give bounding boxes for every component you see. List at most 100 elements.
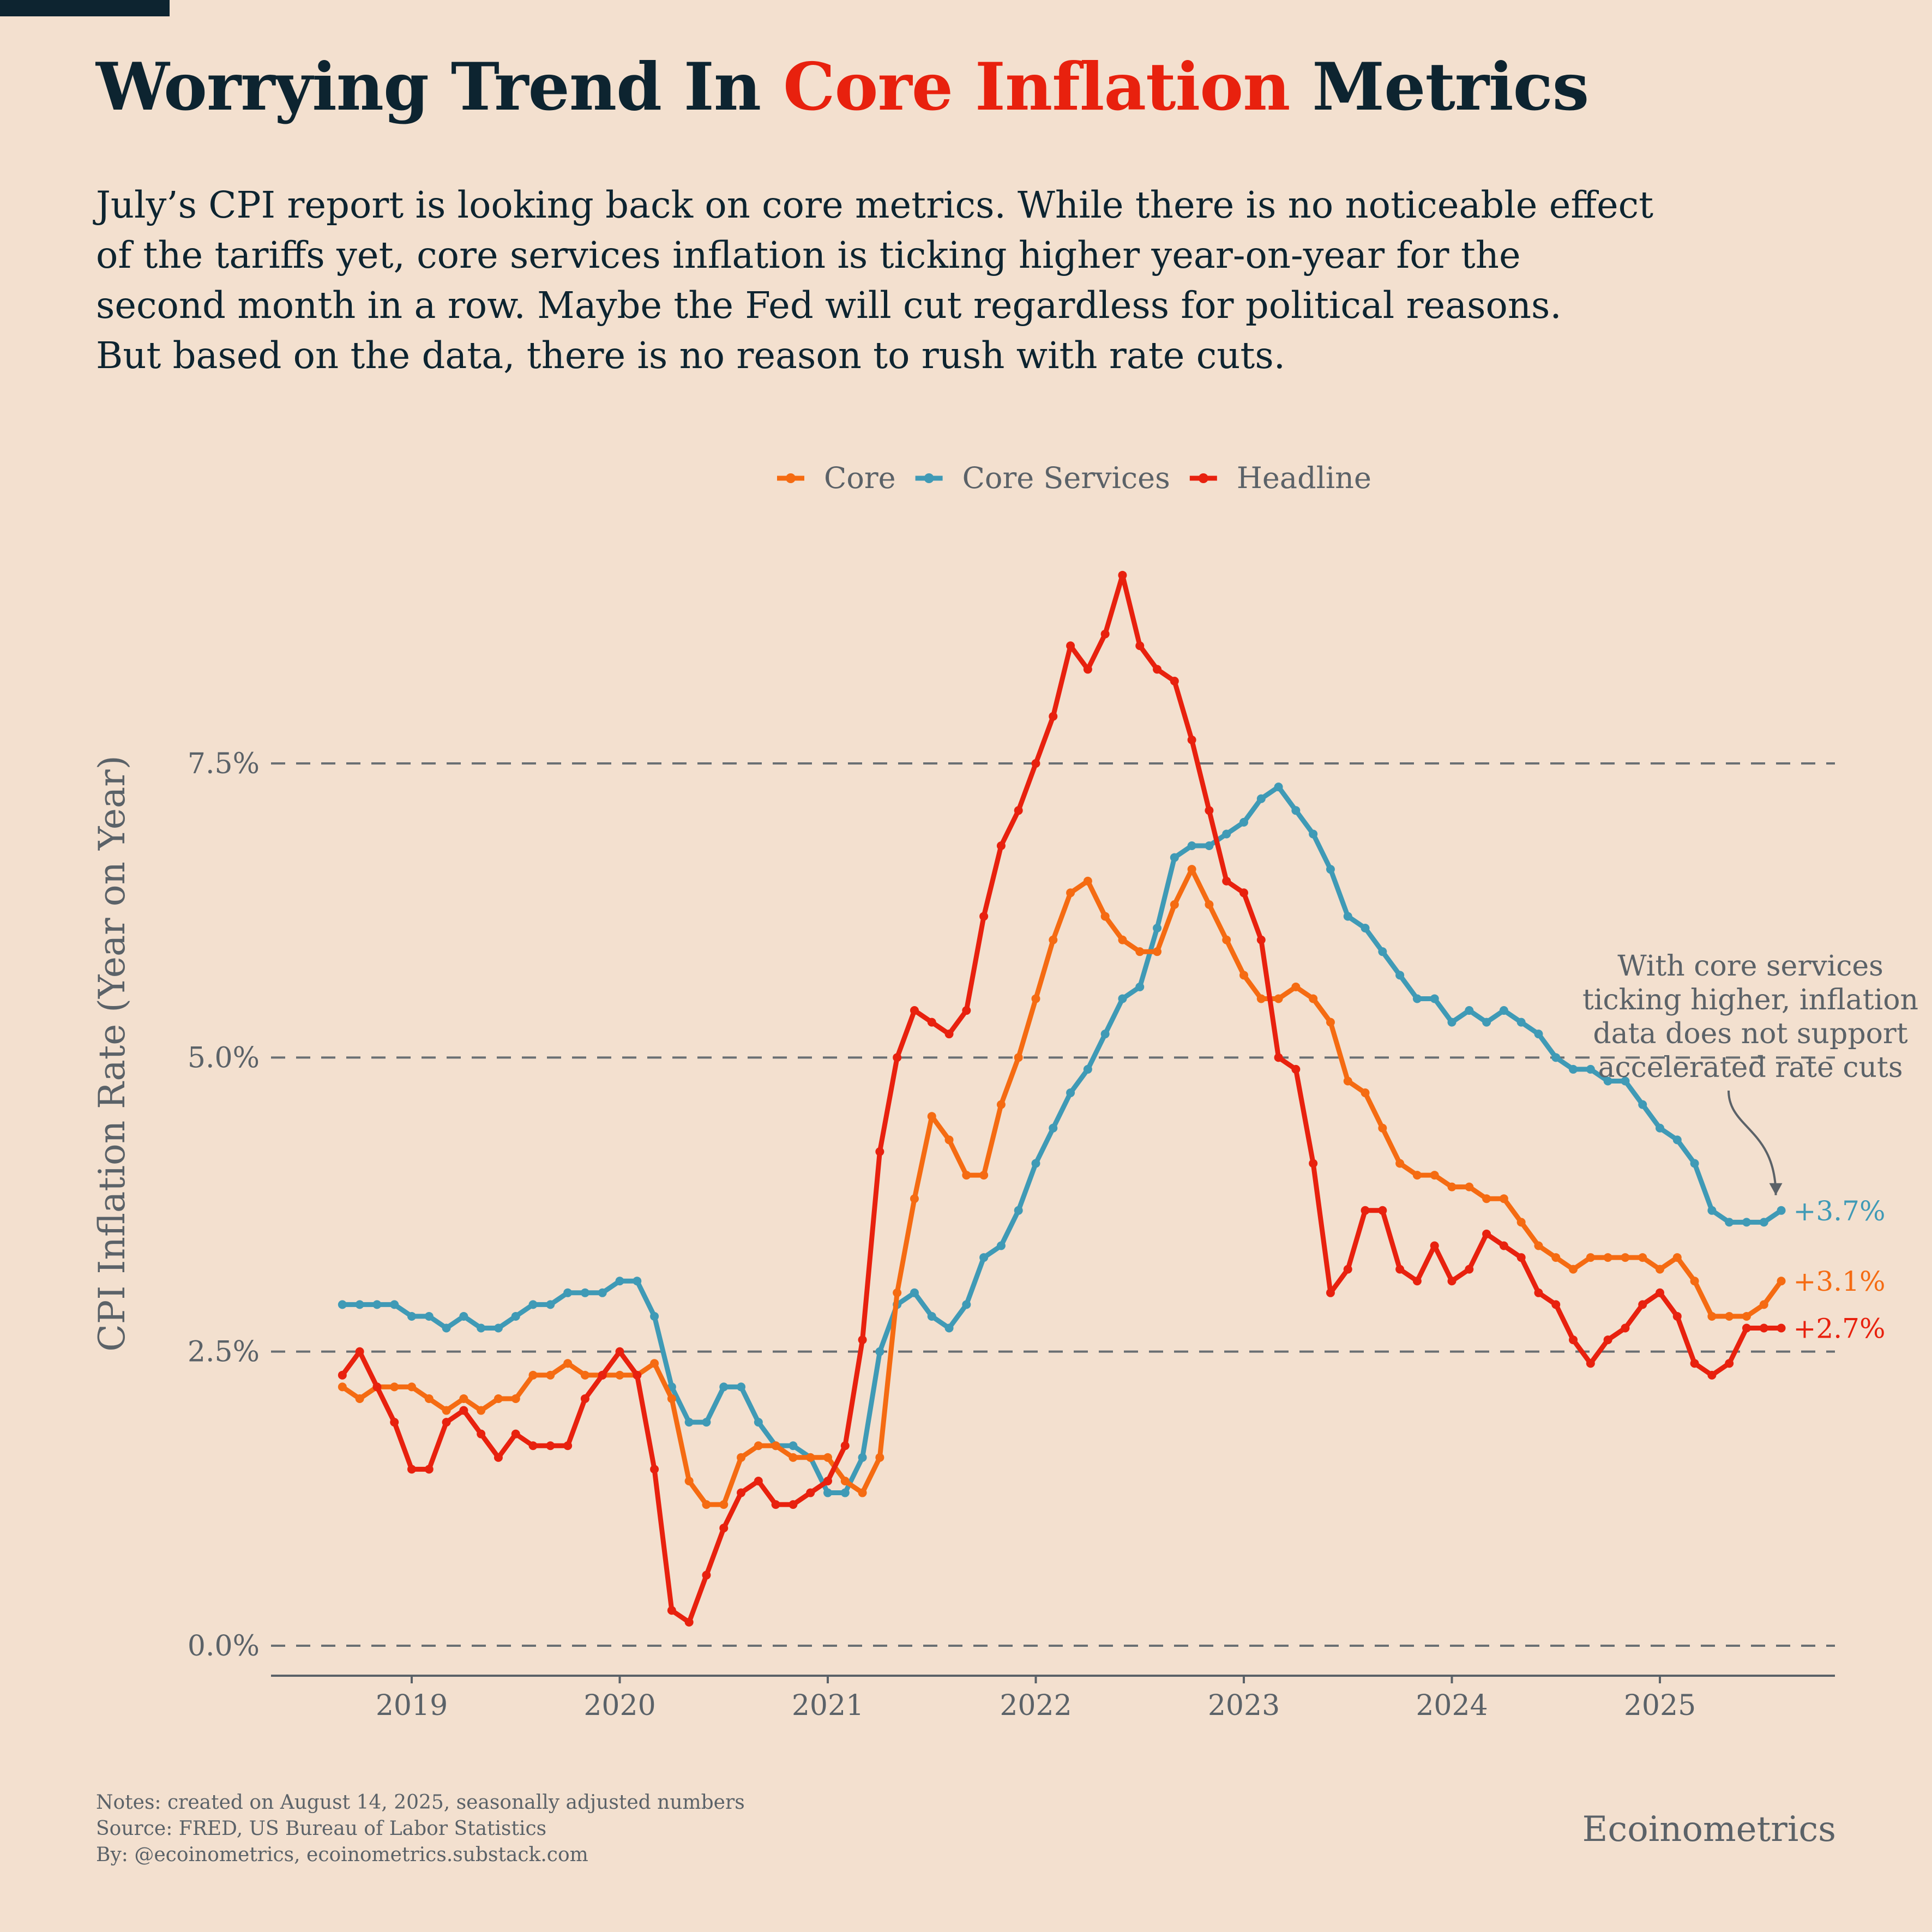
data-point: [546, 1300, 555, 1309]
data-point: [1465, 1265, 1474, 1274]
data-point: [789, 1441, 798, 1450]
data-point: [1569, 1064, 1578, 1074]
data-point: [1621, 1076, 1630, 1086]
page-title: Worrying Trend In Core Inflation Metrics: [96, 48, 1589, 127]
data-point: [1239, 888, 1248, 898]
data-point: [1153, 924, 1162, 933]
data-point: [1083, 665, 1092, 674]
data-point: [684, 1418, 694, 1427]
data-point: [1742, 1311, 1751, 1321]
data-point: [1291, 1064, 1301, 1074]
data-point: [771, 1500, 780, 1509]
subtitle-line: But based on the data, there is no reaso…: [96, 334, 1286, 377]
data-point: [1256, 994, 1266, 1003]
data-point: [407, 1382, 416, 1392]
data-point: [1083, 1064, 1092, 1074]
data-point: [1326, 1288, 1335, 1297]
data-point: [1014, 1053, 1023, 1062]
data-point: [1447, 1182, 1456, 1191]
data-point: [667, 1394, 676, 1403]
data-point: [563, 1359, 573, 1368]
title-part-2: Metrics: [1290, 49, 1589, 125]
data-point: [893, 1053, 902, 1062]
data-point: [493, 1394, 503, 1403]
data-point: [719, 1500, 729, 1509]
data-point: [1205, 806, 1214, 815]
data-point: [424, 1465, 434, 1474]
data-point: [407, 1465, 416, 1474]
data-point: [1447, 1277, 1456, 1286]
data-point: [355, 1300, 364, 1309]
data-point: [1656, 1288, 1664, 1297]
data-point: [338, 1370, 347, 1380]
data-point: [1014, 806, 1023, 815]
subtitle-line: second month in a row. Maybe the Fed wil…: [96, 284, 1562, 327]
subtitle-line: of the tariffs yet, core services inflat…: [96, 234, 1521, 276]
data-point: [1638, 1300, 1647, 1309]
data-point: [477, 1323, 486, 1333]
data-point: [633, 1370, 642, 1380]
data-point: [1672, 1311, 1682, 1321]
title-highlight: Core Inflation: [783, 49, 1291, 125]
data-point: [1343, 1076, 1352, 1086]
data-point: [996, 1100, 1006, 1109]
data-point: [702, 1418, 711, 1427]
annotation-arrowhead: [1769, 1183, 1783, 1195]
data-point: [477, 1429, 486, 1439]
footer-notes: Notes: created on August 14, 2025, seaso…: [96, 1790, 745, 1868]
end-value-label: +2.7%: [1793, 1313, 1886, 1345]
data-point: [1395, 1159, 1405, 1168]
y-tick-label: 7.5%: [188, 748, 260, 780]
data-point: [459, 1311, 468, 1321]
data-point: [1412, 1277, 1422, 1286]
data-point: [563, 1441, 573, 1450]
data-point: [910, 1194, 919, 1203]
data-point: [1066, 1088, 1075, 1098]
data-point: [1430, 1241, 1439, 1250]
legend-label: Core: [824, 461, 896, 495]
data-point: [1205, 900, 1214, 909]
y-tick-label: 0.0%: [188, 1630, 260, 1663]
data-point: [1066, 641, 1075, 651]
data-point: [338, 1300, 347, 1309]
data-point: [910, 1006, 919, 1015]
data-point: [407, 1311, 416, 1321]
subtitle-line: July’s CPI report is looking back on cor…: [96, 184, 1654, 226]
data-point: [1603, 1076, 1612, 1086]
data-point: [754, 1441, 763, 1450]
data-point: [927, 1112, 936, 1121]
data-point: [789, 1453, 798, 1462]
x-tick-label: 2020: [583, 1689, 655, 1722]
data-point: [1031, 759, 1040, 768]
data-point: [1049, 1123, 1058, 1133]
data-point: [1656, 1265, 1664, 1274]
data-point: [1690, 1159, 1699, 1168]
data-point: [823, 1488, 832, 1497]
data-point: [338, 1382, 347, 1392]
data-point: [528, 1300, 538, 1309]
data-point: [477, 1406, 486, 1415]
data-point: [511, 1311, 520, 1321]
data-point: [1551, 1053, 1561, 1062]
data-point: [789, 1500, 798, 1509]
data-point: [996, 841, 1006, 851]
data-point: [927, 1018, 936, 1027]
data-point: [1222, 829, 1231, 839]
data-point: [1430, 994, 1439, 1003]
data-point: [1656, 1123, 1664, 1133]
x-tick-label: 2024: [1416, 1689, 1488, 1722]
data-point: [511, 1394, 520, 1403]
data-point: [390, 1300, 399, 1309]
data-point: [1516, 1253, 1526, 1262]
data-point: [858, 1335, 867, 1345]
data-point: [1482, 1018, 1491, 1027]
data-point: [1465, 1006, 1474, 1015]
end-value-label: +3.1%: [1793, 1266, 1886, 1297]
data-point: [979, 1253, 989, 1262]
data-point: [442, 1406, 451, 1415]
data-point: [1100, 912, 1110, 921]
data-point: [650, 1311, 659, 1321]
data-point: [1759, 1218, 1768, 1227]
data-point: [1725, 1359, 1734, 1368]
data-point: [719, 1524, 729, 1533]
